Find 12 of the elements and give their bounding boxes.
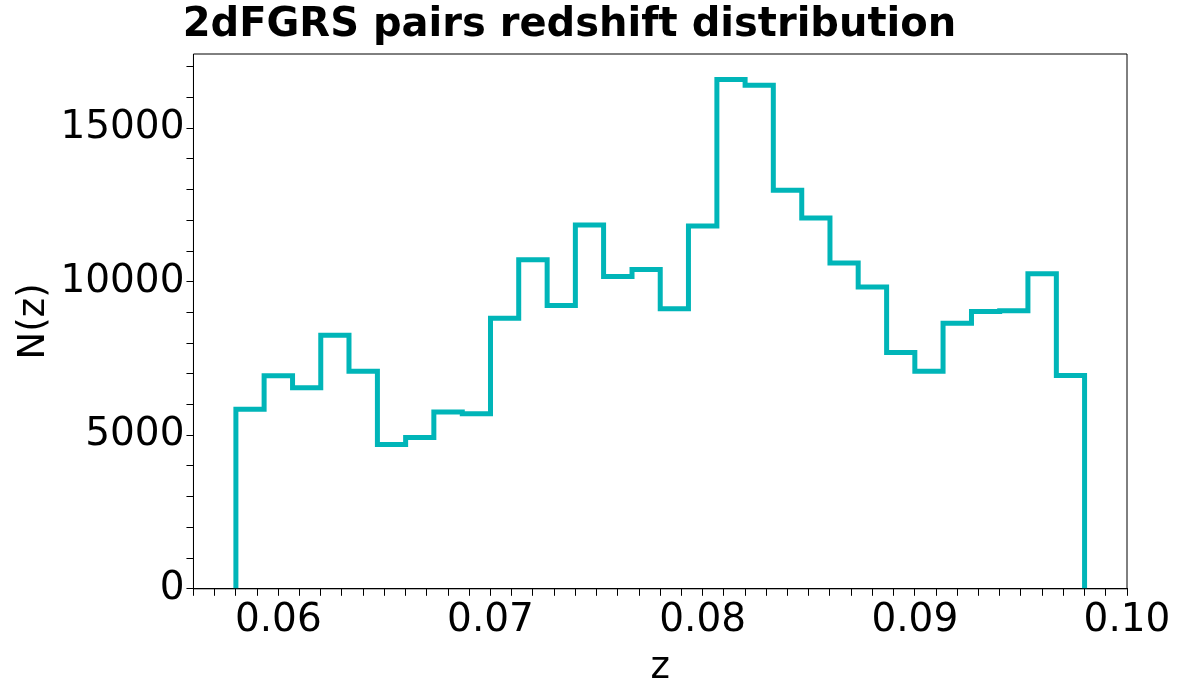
x-tick-label: 0.07 [447,595,534,641]
x-tick-label: 0.10 [1083,595,1171,641]
y-tick-label: 5000 [85,409,185,455]
x-tick-label: 0.08 [659,595,747,641]
y-tick-label: 15000 [60,102,185,148]
y-axis-title: N(z) [9,283,53,360]
y-tick-label: 10000 [60,255,185,301]
x-tick-label: 0.06 [234,595,322,641]
chart-title: 2dFGRS pairs redshift distribution [182,0,957,46]
x-axis-title: z [650,644,670,688]
y-tick-label: 0 [159,562,185,608]
x-tick-label: 0.09 [871,595,959,641]
